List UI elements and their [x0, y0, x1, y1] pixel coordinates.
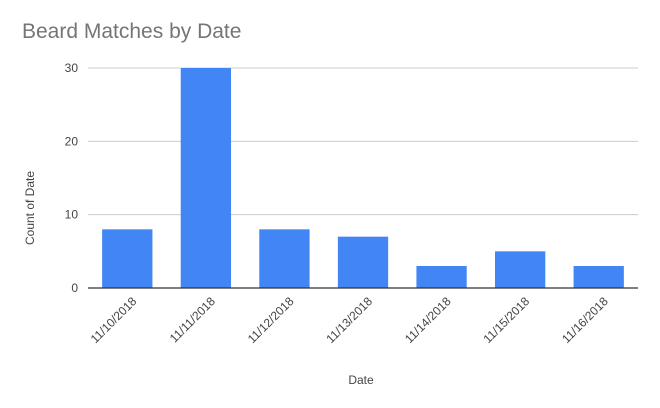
bar-11-14-2018 [416, 266, 467, 288]
grid-lines [88, 67, 638, 216]
bar-11-10-2018 [102, 229, 153, 288]
x-tick-label: 11/10/2018 [88, 294, 140, 346]
x-axis-label: Date [348, 373, 374, 387]
x-tick-label: 11/12/2018 [245, 294, 297, 346]
bar-11-12-2018 [259, 229, 310, 288]
y-tick-label: 0 [71, 281, 78, 295]
bar-11-15-2018 [495, 251, 546, 288]
y-tick-label: 10 [65, 208, 79, 222]
bars [102, 68, 624, 288]
y-axis-label: Count of Date [23, 171, 37, 245]
x-tick-label: 11/11/2018 [167, 294, 218, 345]
x-tick-label: 11/14/2018 [402, 294, 454, 346]
bar-11-16-2018 [573, 266, 624, 288]
x-tick-label: 11/13/2018 [323, 294, 375, 346]
bar-11-11-2018 [180, 68, 231, 288]
y-tick-label: 30 [65, 61, 79, 75]
x-tick-label: 11/16/2018 [559, 294, 611, 346]
x-tick-label: 11/15/2018 [481, 294, 533, 346]
x-tick-labels: 11/10/2018 11/11/2018 11/12/2018 11/13/2018… [88, 294, 611, 346]
y-tick-labels: 0 10 20 30 [65, 61, 79, 295]
chart-title: Beard Matches by Date [22, 20, 242, 43]
y-tick-label: 20 [65, 134, 79, 148]
bar-11-13-2018 [337, 236, 389, 288]
